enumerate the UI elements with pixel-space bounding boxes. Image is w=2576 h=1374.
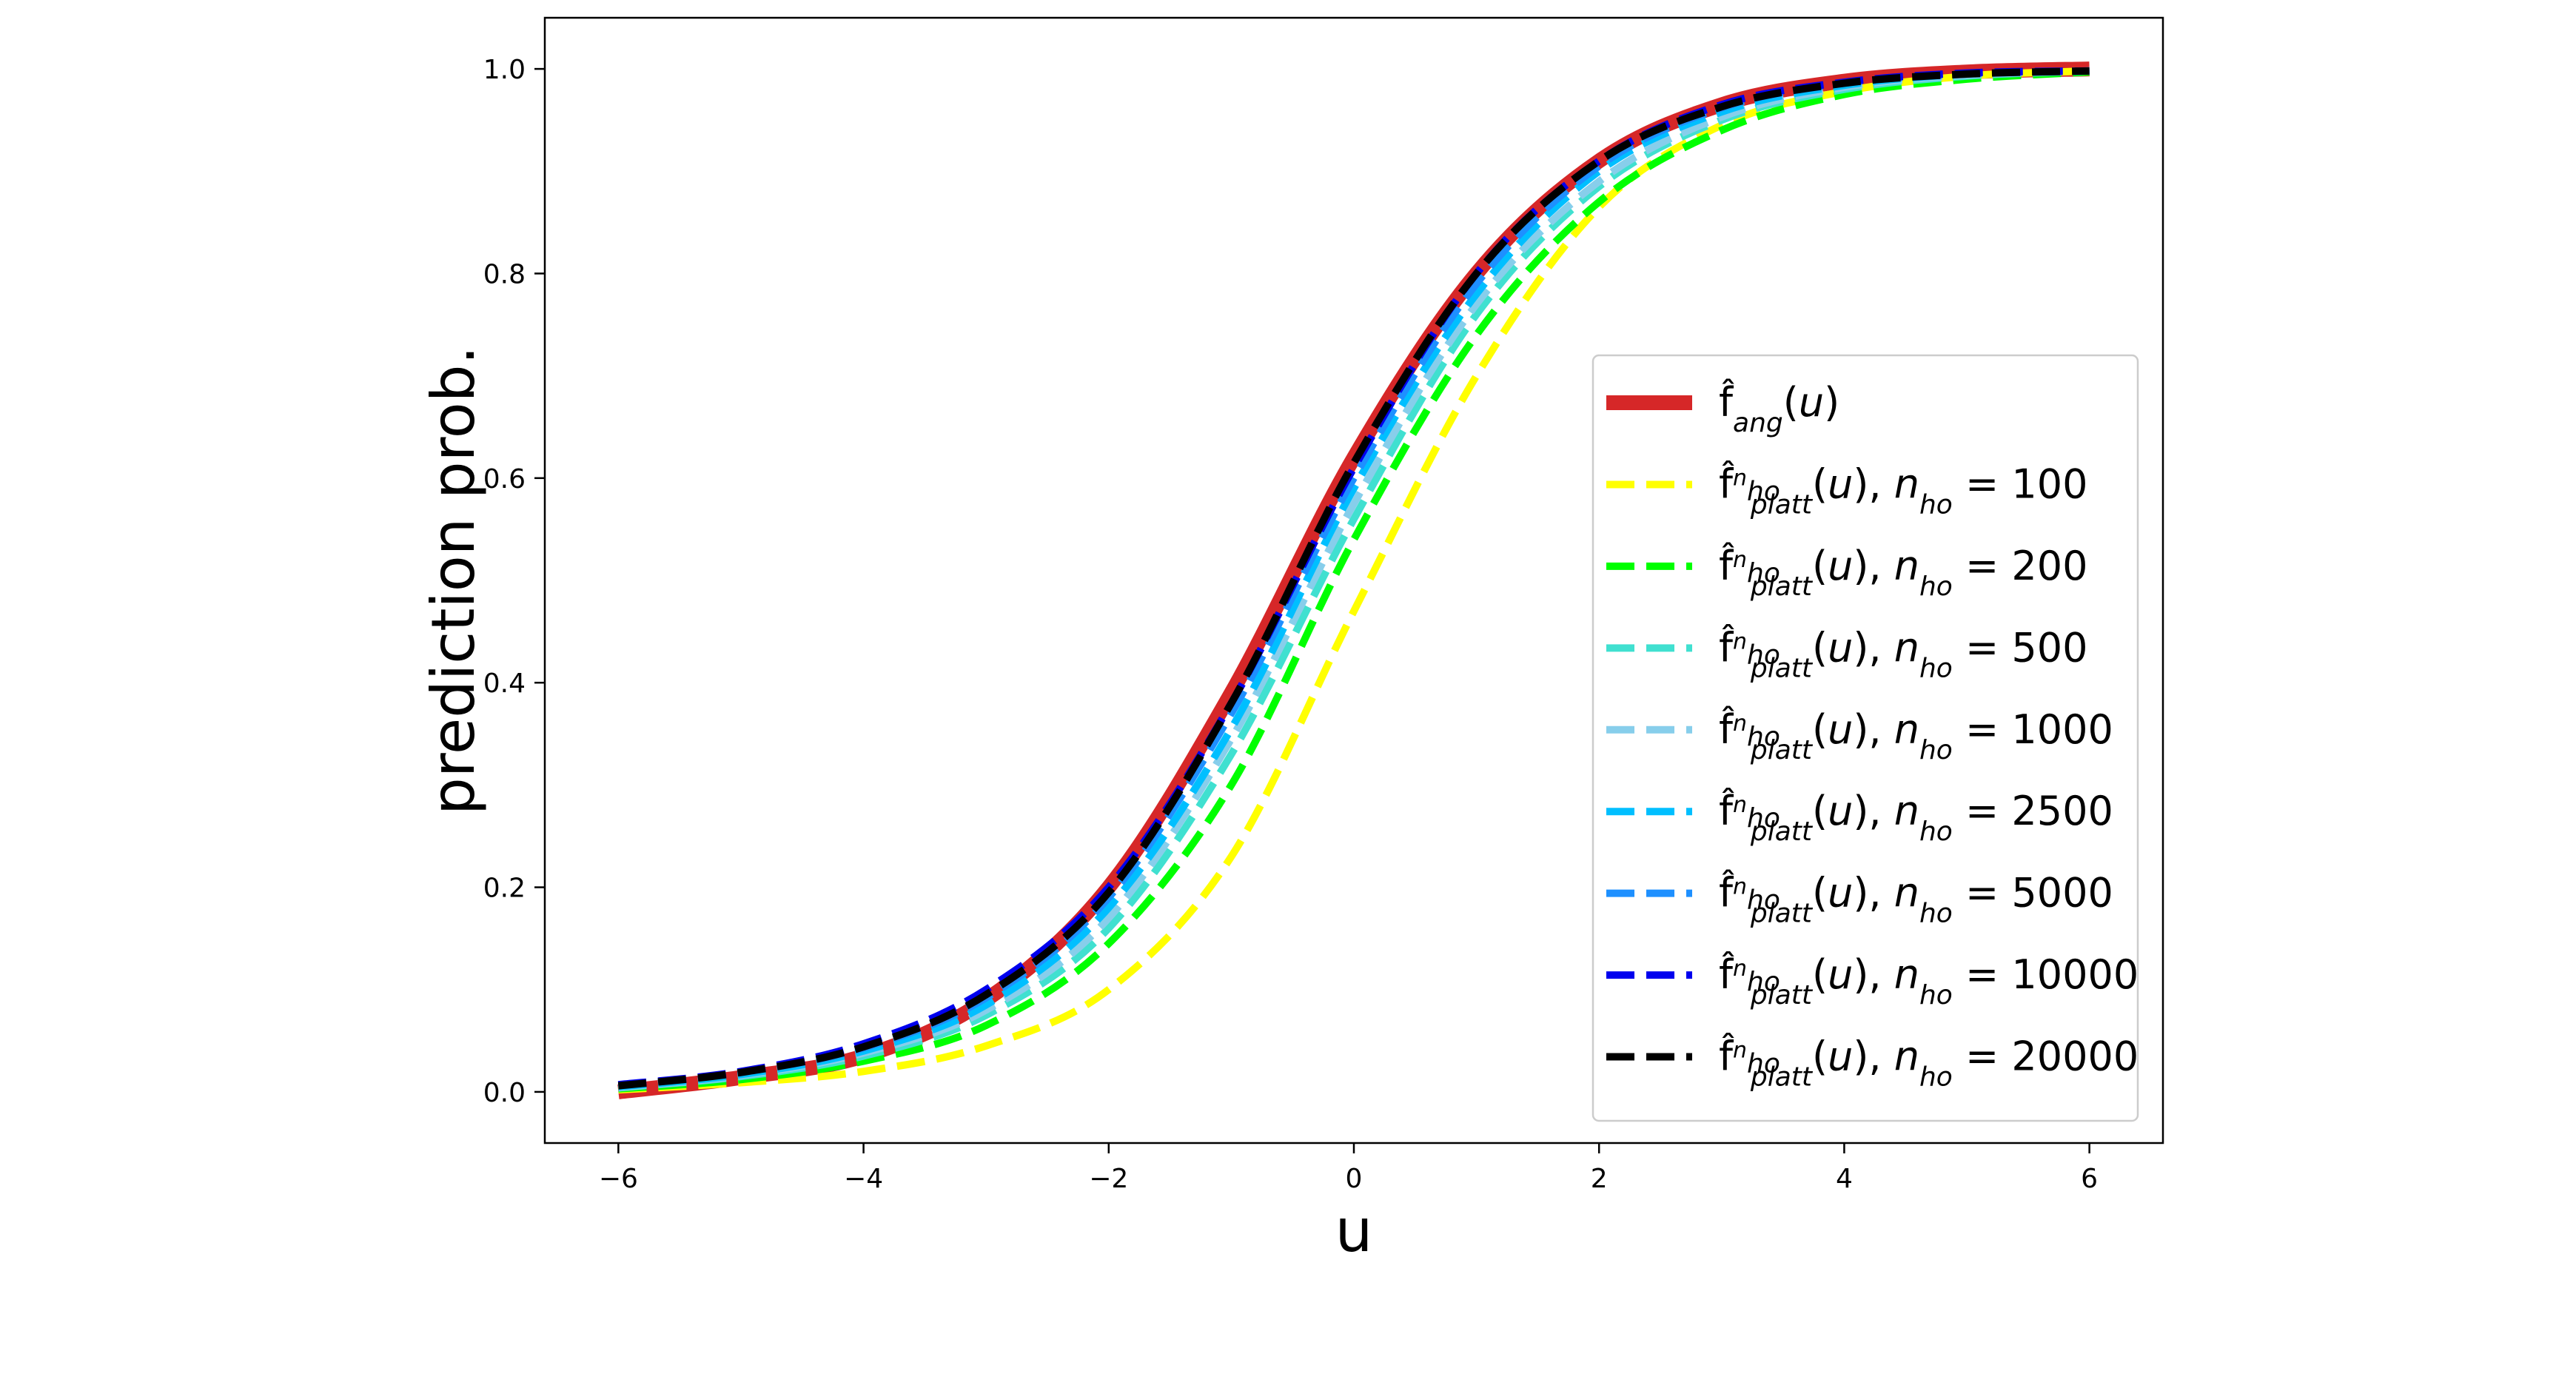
y-axis-label: prediction prob.	[419, 346, 488, 815]
x-tick-label: 2	[1591, 1164, 1608, 1194]
x-axis-ticks: −6 −4 −2 0 2 4 6	[599, 1143, 2098, 1194]
y-tick-label: 0.4	[483, 668, 526, 699]
series-line-2	[617, 68, 2090, 1093]
y-tick-label: 0.8	[483, 259, 526, 289]
x-tick-label: 6	[2081, 1164, 2098, 1194]
series-layer	[617, 61, 2090, 1099]
y-tick-label: 0.2	[483, 874, 526, 904]
x-tick-label: 0	[1346, 1164, 1363, 1194]
y-tick-label: 0.0	[483, 1078, 526, 1108]
x-tick-label: −2	[1089, 1164, 1128, 1194]
y-tick-label: 0.6	[483, 464, 526, 495]
series-line-8	[617, 67, 2090, 1090]
x-tick-label: 4	[1836, 1164, 1853, 1194]
legend-frame	[1591, 354, 2139, 1122]
x-axis-label: u	[1335, 1196, 1373, 1265]
y-tick-label: 1.0	[483, 55, 526, 85]
x-tick-label: −6	[599, 1164, 638, 1194]
legend: f̂ang(u)f̂nhoplatt(u), nho = 100f̂nhopla…	[1591, 354, 2139, 1122]
x-tick-label: −4	[844, 1164, 883, 1194]
y-axis-ticks: 0.0 0.2 0.4 0.6 0.8 1.0	[483, 55, 545, 1108]
